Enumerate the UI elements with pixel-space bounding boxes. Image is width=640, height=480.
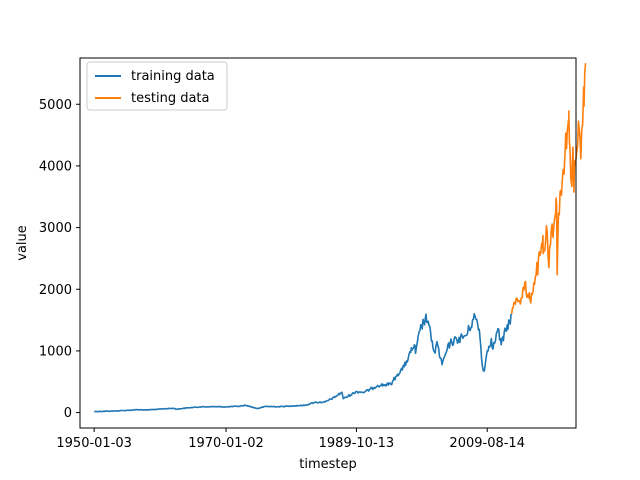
series-line-testing	[510, 63, 587, 315]
y-axis: 0 1000 2000 3000 4000 5000	[39, 98, 80, 421]
x-tick-label: 1950-01-03	[56, 436, 132, 451]
legend: training data testing data	[86, 61, 228, 111]
plot-background	[80, 58, 576, 428]
y-axis-label: value	[15, 225, 30, 261]
y-tick-label: 1000	[39, 344, 72, 359]
x-axis-label: timestep	[299, 457, 357, 472]
x-tick-label: 2009-08-14	[449, 436, 525, 451]
series-line-training	[94, 312, 513, 413]
y-tick-label: 4000	[39, 159, 72, 174]
y-tick-label: 2000	[39, 283, 72, 298]
legend-label-training: training data	[131, 69, 215, 84]
x-tick-label: 1989-10-13	[319, 436, 395, 451]
plot-area	[79, 57, 587, 429]
legend-label-testing: testing data	[131, 91, 209, 106]
y-tick-label: 3000	[39, 221, 72, 236]
x-tick-label: 1970-01-02	[188, 436, 264, 451]
y-tick-label: 5000	[39, 98, 72, 113]
plot-frame	[79, 57, 577, 429]
x-axis: 1950-01-03 1970-01-02 1989-10-13 2009-08-14	[56, 428, 525, 451]
y-tick-label: 0	[64, 406, 72, 421]
series-layer	[94, 63, 587, 413]
legend-box	[86, 61, 228, 111]
